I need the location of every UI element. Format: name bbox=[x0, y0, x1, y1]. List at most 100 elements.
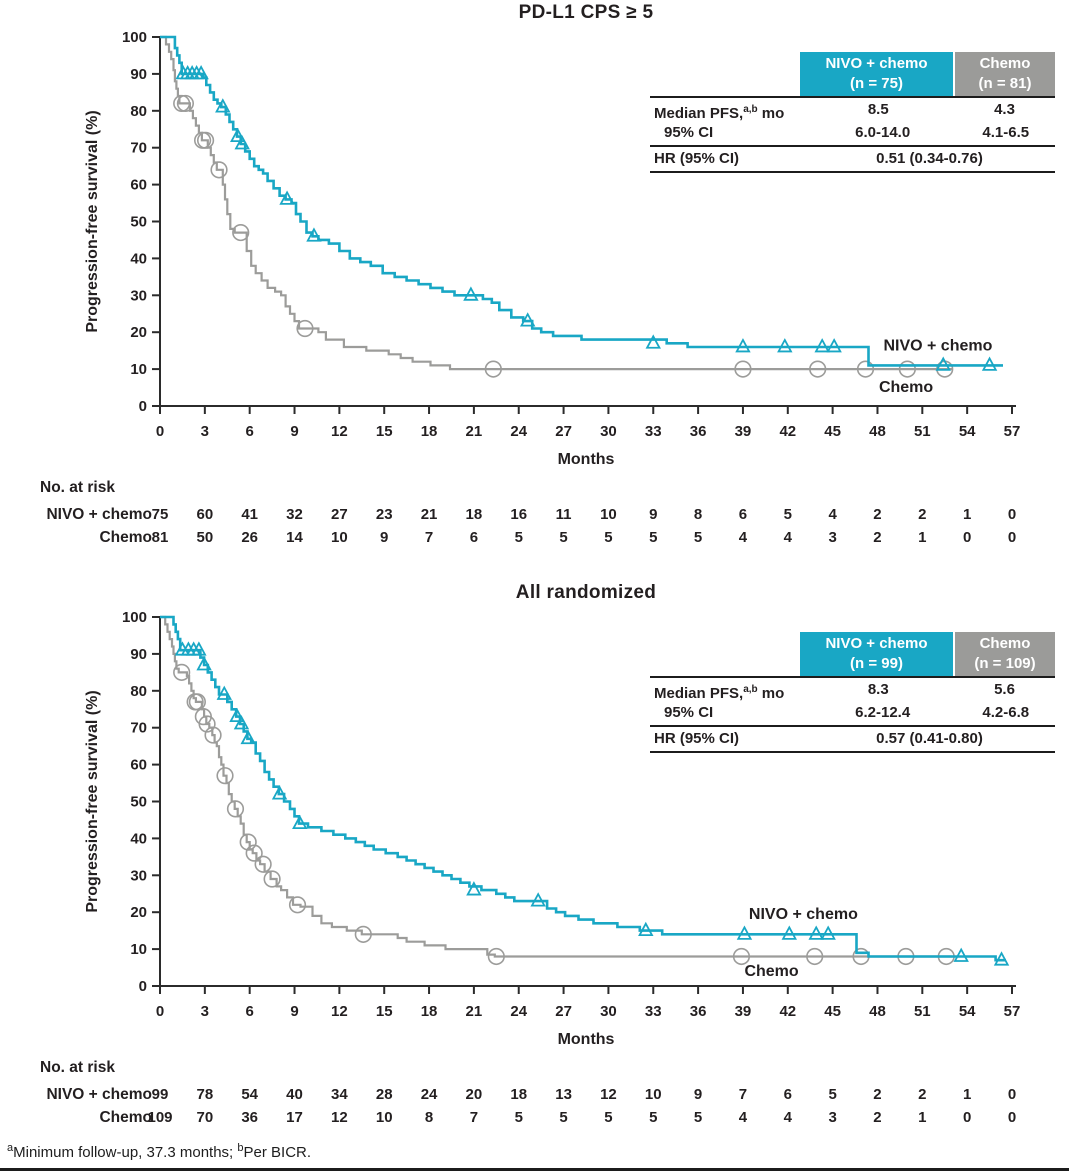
censor-triangle-icon bbox=[820, 925, 836, 940]
stats-header-nivo-chemo: NIVO + chemo (n = 75) bbox=[800, 52, 953, 96]
censor-circle-icon bbox=[210, 161, 228, 179]
censor-circle-icon bbox=[198, 715, 216, 733]
censor-circle-icon bbox=[487, 947, 505, 966]
censor-circle-icon bbox=[288, 896, 307, 914]
risk-count: 32 bbox=[286, 506, 303, 523]
risk-count: 28 bbox=[376, 1086, 393, 1103]
risk-count: 9 bbox=[694, 1086, 702, 1103]
risk-count: 5 bbox=[604, 1109, 612, 1126]
censor-triangle-icon bbox=[230, 127, 246, 143]
x-tick-label: 3 bbox=[201, 423, 209, 440]
bottom-rule bbox=[0, 1168, 1069, 1171]
x-tick-label: 57 bbox=[1004, 423, 1021, 440]
stats-header-nivo-chemo: NIVO + chemo (n = 99) bbox=[800, 632, 953, 676]
y-tick-label: 80 bbox=[130, 103, 147, 120]
y-axis-title: Progression-free survival (%) bbox=[84, 110, 101, 332]
censor-triangle-icon bbox=[215, 98, 231, 113]
censor-triangle-icon bbox=[981, 356, 998, 371]
censor-triangle-icon bbox=[216, 685, 232, 700]
stats-header-nivo-line2: (n = 75) bbox=[850, 75, 903, 92]
x-tick-label: 21 bbox=[466, 423, 483, 440]
x-tick-label: 45 bbox=[824, 423, 841, 440]
risk-count: 0 bbox=[1008, 1109, 1016, 1126]
risk-count: 4 bbox=[784, 529, 793, 546]
median-pfs-label: Median PFS,a,b mo bbox=[654, 104, 785, 122]
censor-triangle-icon bbox=[271, 785, 288, 800]
x-tick-label: 15 bbox=[376, 1003, 393, 1020]
risk-count: 34 bbox=[331, 1086, 348, 1103]
risk-count: 8 bbox=[694, 506, 702, 523]
censor-circle-icon bbox=[732, 947, 751, 966]
curve-label-nivo-chemo: NIVO + chemo bbox=[749, 906, 858, 923]
censor-triangle-icon bbox=[463, 286, 479, 301]
x-tick-label: 6 bbox=[246, 423, 254, 440]
hr-value: 0.57 (0.41-0.80) bbox=[876, 730, 983, 747]
risk-count: 13 bbox=[555, 1086, 572, 1103]
risk-count: 10 bbox=[645, 1086, 662, 1103]
median-pfs-label: Median PFS,a,b mo bbox=[654, 684, 785, 702]
risk-count: 6 bbox=[784, 1086, 792, 1103]
censor-triangle-icon bbox=[530, 892, 546, 907]
ci-row: 95% CI 6.0-14.0 4.1-6.5 bbox=[650, 123, 1055, 142]
censor-circle-icon bbox=[176, 94, 195, 113]
ci-label: 95% CI bbox=[664, 704, 714, 721]
median-pfs-chemo-value: 5.6 bbox=[994, 681, 1015, 698]
risk-count: 8 bbox=[425, 1109, 433, 1126]
risk-count: 5 bbox=[604, 529, 612, 546]
x-tick-label: 15 bbox=[376, 423, 393, 440]
median-pfs-nivo-value: 8.3 bbox=[867, 681, 889, 698]
stats-header-chemo: Chemo (n = 109) bbox=[955, 632, 1055, 676]
risk-count: 36 bbox=[241, 1109, 258, 1126]
risk-count: 70 bbox=[196, 1109, 213, 1126]
censor-triangle-icon bbox=[645, 334, 661, 349]
hr-label: HR (95% CI) bbox=[654, 150, 740, 167]
censor-triangle-icon bbox=[466, 881, 482, 896]
stats-header-chemo-line2: (n = 81) bbox=[978, 75, 1032, 92]
censor-circle-icon bbox=[196, 131, 215, 149]
y-tick-label: 70 bbox=[130, 720, 147, 737]
ci-nivo-value: 6.2-12.4 bbox=[855, 704, 911, 721]
hr-label: HR (95% CI) bbox=[654, 730, 740, 747]
censor-circle-icon bbox=[204, 726, 222, 744]
risk-count: 7 bbox=[739, 1086, 747, 1103]
risk-count: 5 bbox=[649, 529, 657, 546]
y-tick-label: 10 bbox=[130, 361, 147, 378]
panel1-stats-table: NIVO + chemo (n = 75) Chemo (n = 81) Med… bbox=[650, 52, 1055, 173]
censor-triangle-icon bbox=[781, 925, 797, 940]
censor-circle-icon bbox=[188, 693, 206, 711]
risk-count: 41 bbox=[241, 506, 258, 523]
censor-triangle-icon bbox=[292, 814, 308, 830]
panel2-title: All randomized bbox=[515, 582, 657, 603]
stats-header-nivo-line1: NIVO + chemo bbox=[825, 635, 928, 652]
risk-count: 11 bbox=[556, 506, 572, 523]
y-tick-label: 90 bbox=[130, 646, 147, 663]
censor-triangle-icon bbox=[935, 356, 951, 371]
risk-count: 14 bbox=[286, 529, 303, 546]
risk-count: 12 bbox=[331, 1109, 348, 1126]
risk-count: 20 bbox=[466, 1086, 483, 1103]
censor-circle-icon bbox=[239, 833, 257, 851]
x-tick-label: 3 bbox=[201, 1003, 209, 1020]
risk-count: 21 bbox=[421, 506, 438, 523]
risk-count: 16 bbox=[510, 506, 527, 523]
x-tick-label: 36 bbox=[690, 423, 707, 440]
censor-triangle-icon bbox=[234, 135, 250, 150]
censor-circle-icon bbox=[226, 800, 245, 818]
censor-triangle-icon bbox=[279, 190, 295, 205]
y-tick-label: 50 bbox=[130, 794, 147, 811]
x-tick-label: 6 bbox=[246, 1003, 254, 1020]
censor-circle-icon bbox=[806, 947, 824, 966]
median-pfs-row: Median PFS,a,b mo 8.5 4.3 bbox=[650, 100, 1055, 123]
risk-count: 5 bbox=[828, 1086, 836, 1103]
censor-circle-icon bbox=[245, 844, 263, 862]
censor-triangle-icon bbox=[808, 925, 824, 940]
x-tick-label: 24 bbox=[510, 423, 527, 440]
x-tick-label: 9 bbox=[290, 423, 298, 440]
risk-count: 4 bbox=[828, 506, 837, 523]
censor-triangle-icon bbox=[638, 921, 654, 937]
censor-triangle-icon bbox=[993, 951, 1010, 966]
censor-triangle-icon bbox=[519, 312, 536, 327]
risk-count: 0 bbox=[1008, 1086, 1016, 1103]
